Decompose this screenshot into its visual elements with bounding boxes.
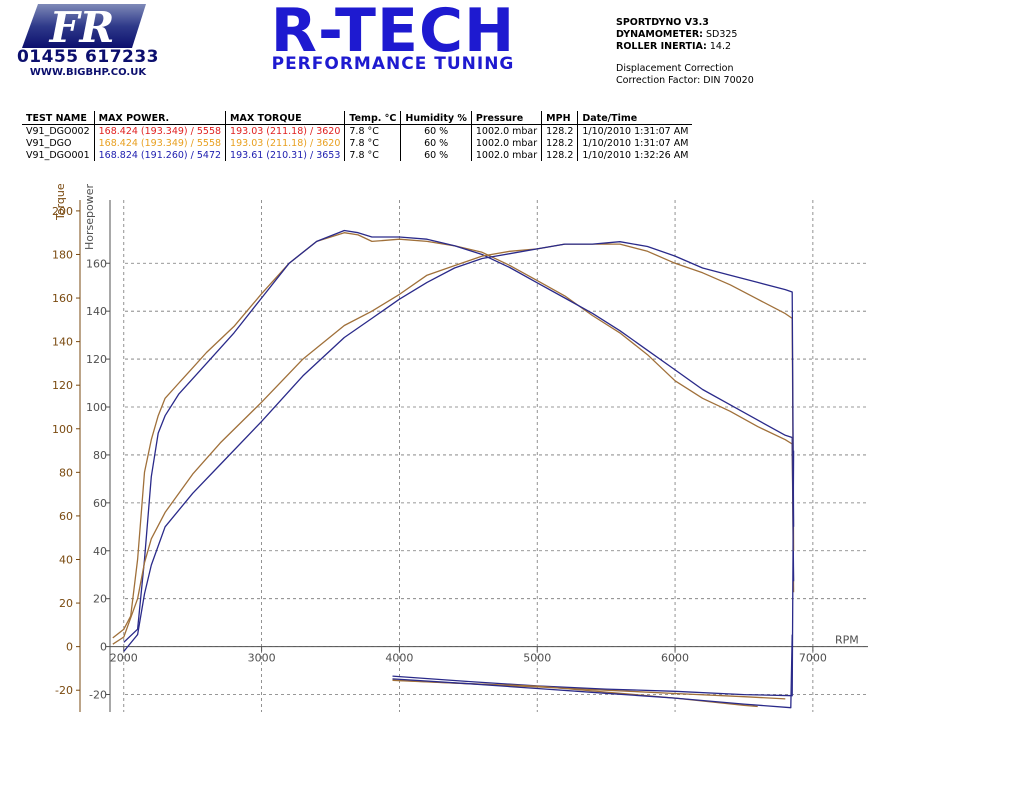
col-datetime: Date/Time	[577, 111, 693, 125]
series-line-horsepower	[392, 679, 758, 708]
displacement-correction: Displacement Correction	[616, 63, 734, 74]
software-version: SPORTDYNO V3.3	[616, 17, 709, 28]
table-row: V91_DGO001 168.824 (191.260) / 5472 193.…	[22, 149, 693, 161]
col-test-name: TEST NAME	[22, 111, 95, 125]
rpm-tick-label: 5000	[523, 652, 551, 665]
table-row: V91_DGO002 168.424 (193.349) / 5558 193.…	[22, 124, 693, 137]
torque-tick-label: -20	[55, 684, 73, 697]
series-line-horsepower	[112, 243, 795, 645]
logo-graphic: FR	[22, 3, 146, 52]
torque-axis-title: Torque	[54, 183, 67, 221]
hp-tick-label: 100	[86, 401, 107, 414]
brand-title: R-TECH	[270, 0, 516, 66]
inertia-label: ROLLER INERTIA:	[616, 41, 707, 52]
hp-tick-label: 0	[100, 641, 107, 654]
test-name: V91_DGO	[26, 137, 72, 149]
horsepower-axis-title: Horsepower	[83, 184, 96, 250]
torque-tick-label: 40	[59, 553, 73, 566]
rpm-tick-label: 4000	[385, 652, 413, 665]
series-line-torque	[123, 229, 795, 643]
rpm-tick-label: 3000	[248, 652, 276, 665]
chart-axes	[79, 200, 868, 712]
col-max-power: MAX POWER.	[93, 111, 226, 125]
hp-tick-label: 80	[93, 449, 107, 462]
rpm-tick-label: 7000	[799, 652, 827, 665]
temp: 7.8 °C	[344, 149, 401, 161]
torque-tick-label: 60	[59, 510, 73, 523]
mph: 128.2	[541, 149, 578, 161]
temp: 7.8 °C	[344, 124, 401, 137]
max-torque: 193.03 (211.18) / 3620	[225, 137, 345, 149]
pressure: 1002.0 mbar	[470, 124, 542, 137]
torque-tick-label: 80	[59, 466, 73, 479]
rpm-tick-label: 6000	[661, 652, 689, 665]
datetime: 1/10/2010 1:31:07 AM	[577, 137, 693, 149]
chart-ticks: -20 0 20 40 60 80 100 120 140 160 180 200 -20 0 20 40 60…	[52, 205, 827, 702]
series-line-torque	[392, 450, 795, 697]
hp-tick-label: 60	[93, 497, 107, 510]
hp-tick-label: 140	[86, 305, 107, 318]
rpm-axis-title: RPM	[835, 634, 859, 647]
test-name: V91_DGO001	[26, 149, 90, 161]
dynamometer-label: DYNAMOMETER:	[616, 29, 703, 40]
series-line-torque	[112, 232, 795, 639]
max-power: 168.424 (193.349) / 5558	[93, 137, 226, 149]
hp-tick-label: 40	[93, 545, 107, 558]
hp-tick-label: -20	[89, 689, 107, 702]
max-torque: 193.03 (211.18) / 3620	[225, 124, 345, 137]
results-header-row: TEST NAME MAX POWER. MAX TORQUE Temp. °C…	[22, 111, 693, 125]
humidity: 60 %	[400, 137, 472, 149]
dynamometer-value: SD325	[705, 29, 738, 40]
pressure: 1002.0 mbar	[470, 137, 542, 149]
col-humidity: Humidity %	[400, 111, 472, 125]
max-torque: 193.61 (210.31) / 3653	[225, 149, 345, 161]
col-pressure: Pressure	[470, 111, 542, 125]
series-line-horsepower	[123, 241, 795, 652]
inertia-value: 14.2	[709, 41, 732, 52]
mph: 128.2	[541, 124, 578, 137]
hp-tick-label: 160	[86, 257, 107, 270]
torque-tick-label: 100	[52, 423, 73, 436]
rpm-tick-label: 2000	[110, 652, 138, 665]
torque-tick-label: 180	[52, 248, 73, 261]
mph: 128.2	[541, 137, 578, 149]
col-temp: Temp. °C	[344, 111, 401, 125]
datetime: 1/10/2010 1:31:07 AM	[577, 124, 693, 137]
chart-series	[112, 229, 795, 709]
logo-letters: FR	[49, 4, 115, 48]
series-line-horsepower	[392, 634, 793, 709]
torque-tick-label: 160	[52, 292, 73, 305]
brand-subtitle: PERFORMANCE TUNING	[271, 54, 515, 74]
max-power: 168.424 (193.349) / 5558	[93, 124, 226, 137]
test-name: V91_DGO002	[26, 125, 90, 137]
max-power: 168.824 (191.260) / 5472	[93, 149, 226, 161]
dyno-info: SPORTDYNO V3.3 DYNAMOMETER: SD325 ROLLER…	[616, 17, 754, 87]
results-table: TEST NAME MAX POWER. MAX TORQUE Temp. °C…	[22, 111, 693, 161]
correction-factor: Correction Factor: DIN 70020	[616, 75, 754, 86]
rtech-logo: FR	[22, 3, 146, 52]
torque-tick-label: 120	[52, 379, 73, 392]
col-mph: MPH	[541, 111, 578, 125]
humidity: 60 %	[400, 124, 472, 137]
table-row: V91_DGO 168.424 (193.349) / 5558 193.03 …	[22, 137, 693, 149]
temp: 7.8 °C	[344, 137, 401, 149]
torque-tick-label: 20	[59, 597, 73, 610]
torque-tick-label: 200	[52, 205, 73, 218]
datetime: 1/10/2010 1:32:26 AM	[577, 149, 693, 161]
torque-tick-label: 0	[66, 641, 73, 654]
hp-tick-label: 20	[93, 593, 107, 606]
website-link[interactable]: WWW.BIGBHP.CO.UK	[29, 67, 147, 78]
col-max-torque: MAX TORQUE	[225, 111, 345, 125]
torque-tick-label: 140	[52, 336, 73, 349]
hp-tick-label: 120	[86, 353, 107, 366]
phone-number: 01455 617233	[16, 47, 160, 67]
humidity: 60 %	[400, 149, 472, 161]
chart-grid	[123, 200, 868, 712]
pressure: 1002.0 mbar	[470, 149, 542, 161]
